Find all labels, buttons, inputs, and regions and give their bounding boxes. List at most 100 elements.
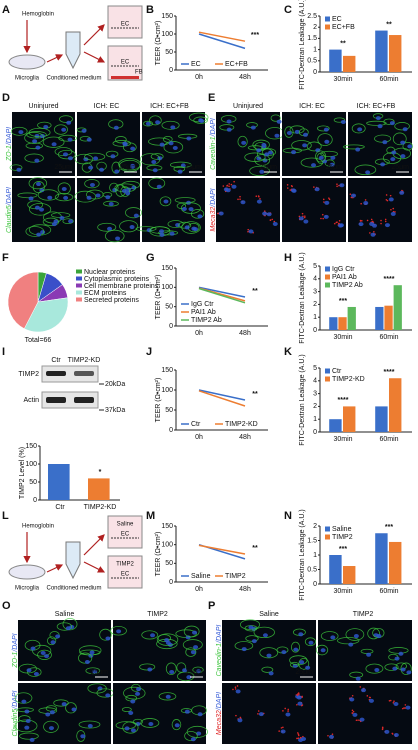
nucleus: [251, 639, 257, 644]
row-label: Meca32/DAPI: [216, 692, 223, 735]
legend-label: TIMP2-KD: [332, 376, 365, 383]
nucleus: [355, 147, 361, 152]
nucleus: [81, 128, 87, 133]
legend-swatch: [325, 24, 330, 30]
y-axis-label: TEER (Ω•cm²): [155, 532, 162, 577]
stain-label: Claudin5: [12, 709, 19, 737]
nucleus: [355, 676, 361, 681]
stain: [247, 145, 263, 151]
dish: [8, 54, 46, 70]
stain: [259, 198, 261, 200]
stain: [237, 135, 248, 148]
nucleus: [359, 717, 365, 722]
nucleus: [130, 699, 136, 704]
scale-bar-label: 25μm: [90, 669, 108, 676]
nucleus: [151, 160, 157, 165]
y-tick-label: 150: [161, 13, 173, 20]
y-tick-label: 2: [313, 523, 317, 530]
nucleus: [177, 169, 183, 174]
stain-label: Caveolin-1: [210, 136, 217, 170]
stain: [255, 195, 258, 198]
nucleus: [105, 195, 111, 200]
nucleus: [324, 139, 330, 144]
stain: [171, 719, 182, 731]
nucleus: [84, 659, 90, 664]
stain: [286, 187, 289, 189]
micrograph: 25μm: [282, 112, 346, 176]
nucleus: [34, 205, 40, 210]
stain: [323, 201, 325, 203]
bar: [347, 306, 356, 330]
stain: [47, 636, 57, 646]
stain: [271, 218, 274, 221]
stain: [261, 666, 274, 673]
nucleus: [196, 669, 202, 674]
bar: [338, 317, 347, 330]
y-tick-label: 50: [29, 479, 37, 486]
micrograph: [318, 683, 412, 744]
fibroblast-layer: [111, 76, 139, 79]
y-tick-label: 100: [161, 284, 173, 291]
nucleus: [63, 195, 69, 200]
stain: [150, 153, 164, 160]
stain: [336, 636, 360, 645]
nucleus: [125, 191, 131, 196]
stain: [235, 714, 237, 717]
significance: ***: [385, 524, 393, 531]
stain: [42, 217, 60, 227]
stain: [351, 709, 354, 712]
nucleus: [390, 157, 396, 162]
stain: [10, 126, 28, 136]
y-tick-label: 100: [25, 461, 37, 468]
stain: [53, 124, 68, 135]
nucleus: [156, 184, 162, 189]
nucleus: [314, 187, 320, 192]
stimulus-label: Hemoglobin: [22, 524, 54, 530]
medium-label: Conditioned medium: [46, 586, 101, 592]
stain: [185, 647, 197, 657]
nucleus: [290, 188, 296, 193]
nucleus: [250, 125, 256, 130]
nucleus: [110, 154, 116, 159]
significance: ****: [338, 397, 349, 404]
column-label: Uninjured: [29, 103, 59, 110]
nucleus: [169, 231, 175, 236]
stain: [301, 212, 304, 215]
panel-label: H: [284, 252, 292, 264]
legend-label: EC+FB: [225, 61, 248, 68]
nucleus: [348, 642, 354, 647]
legend-label: Nuclear proteins: [84, 269, 135, 276]
nucleus: [36, 232, 42, 237]
micrograph: [74, 178, 143, 243]
bar: [343, 406, 356, 432]
well-label: EC: [121, 572, 130, 578]
nucleus: [18, 130, 24, 135]
nucleus: [322, 159, 328, 164]
stain: [78, 652, 93, 664]
nucleus: [165, 694, 171, 699]
scale-bar-label: 25μm: [325, 164, 343, 171]
nucleus: [113, 125, 119, 130]
nucleus: [51, 142, 57, 147]
y-tick-label: 1: [313, 416, 317, 423]
stain: [342, 144, 365, 150]
nucleus: [105, 693, 111, 698]
stain: [333, 117, 346, 123]
panel-label: K: [284, 346, 292, 358]
legend-label: EC+FB: [332, 24, 355, 31]
nucleus: [352, 712, 358, 717]
stain: [244, 152, 266, 162]
nucleus: [190, 737, 196, 742]
row-label: Claudin5/DAPI: [6, 187, 13, 233]
stain: [163, 135, 173, 143]
stain: [109, 182, 119, 193]
stain: [239, 619, 261, 630]
stain: [84, 179, 100, 189]
stain: [219, 124, 235, 131]
nucleus: [198, 118, 204, 123]
nucleus: [51, 222, 57, 227]
stain: [190, 209, 205, 219]
nucleus: [256, 199, 262, 204]
nucleus: [323, 214, 329, 219]
nucleus: [384, 729, 390, 734]
